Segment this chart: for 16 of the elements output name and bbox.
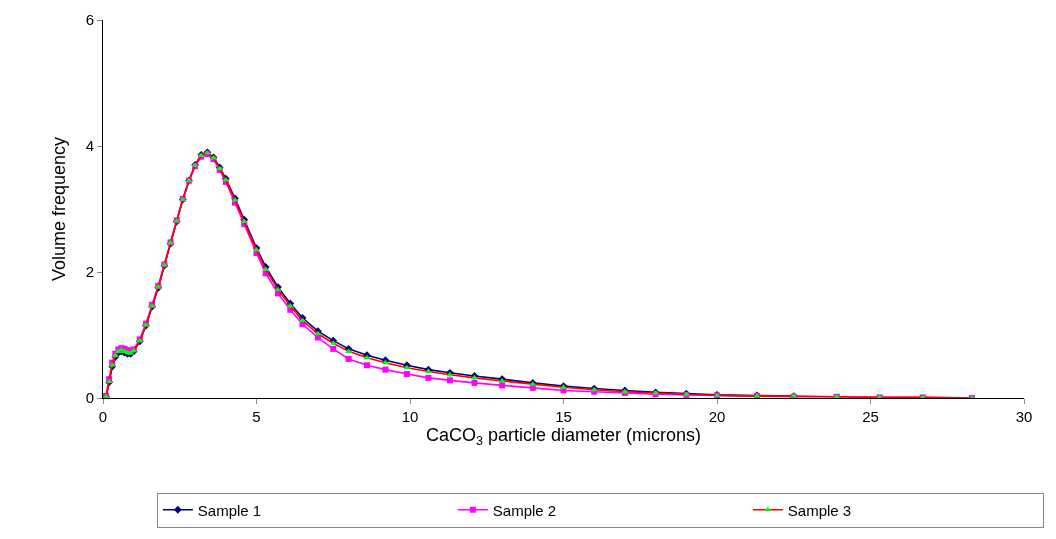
y-axis-title: Volume frequency [48, 136, 69, 282]
y-tick-label: 6 [85, 11, 94, 29]
x-tick-label: 0 [98, 408, 108, 425]
x-tick-label: 10 [401, 408, 419, 425]
x-tick-label: 15 [555, 408, 572, 425]
y-tick-label: 4 [85, 137, 94, 155]
x-axis-title: CaCO$_{3}$ particle diameter (microns) [425, 425, 702, 448]
y-tick-label: 0 [85, 389, 94, 407]
x-tick-label: 25 [862, 408, 879, 425]
legend-label: Sample 2 [492, 501, 557, 519]
legend-label: Sample 3 [787, 501, 852, 519]
x-tick-label: 5 [252, 408, 261, 425]
x-tick-label: 30 [1015, 408, 1033, 425]
y-tick-label: 2 [85, 263, 94, 281]
x-tick-label: 20 [708, 408, 726, 425]
legend-label: Sample 1 [197, 501, 262, 519]
